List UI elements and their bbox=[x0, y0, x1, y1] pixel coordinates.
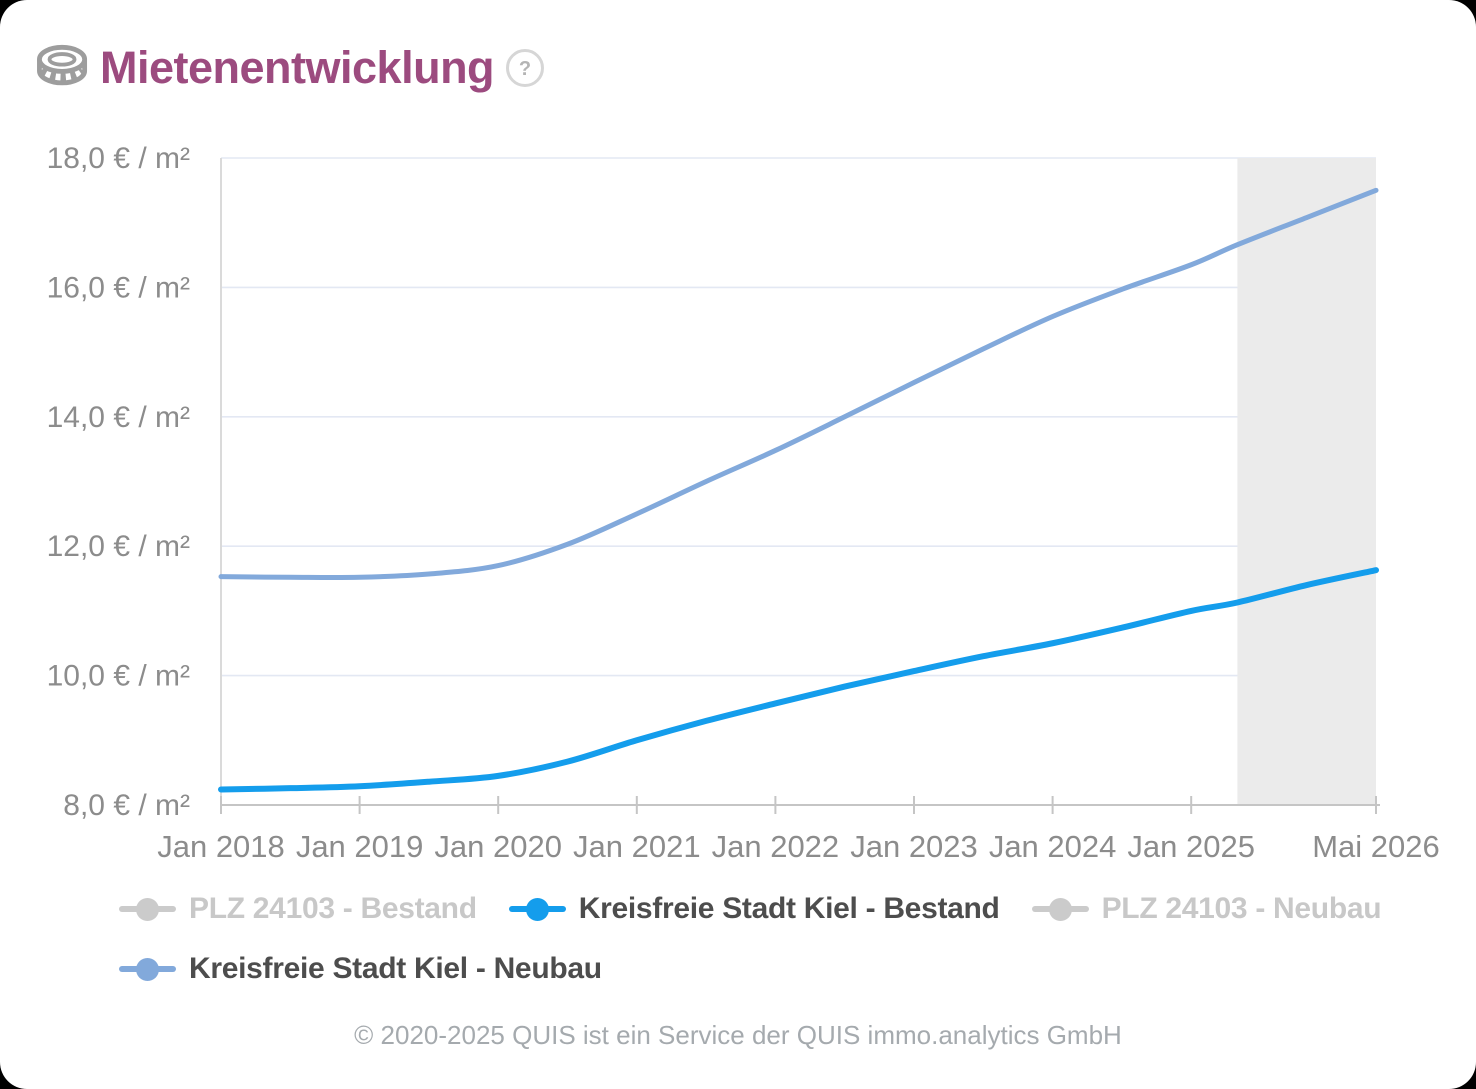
forecast-band bbox=[1237, 158, 1376, 805]
svg-text:16,0 € / m²: 16,0 € / m² bbox=[47, 271, 190, 304]
legend-marker bbox=[508, 894, 566, 924]
copyright-footer: © 2020-2025 QUIS ist ein Service der QUI… bbox=[354, 1020, 1122, 1050]
help-icon[interactable]: ? bbox=[505, 48, 545, 88]
legend-item-plz-24103-neubau[interactable]: PLZ 24103 - Neubau bbox=[1031, 892, 1382, 926]
chart-legend: PLZ 24103 - Bestand Kreisfreie Stadt Kiel… bbox=[119, 892, 1476, 1012]
svg-text:Jan 2025: Jan 2025 bbox=[1127, 829, 1255, 864]
svg-text:Mai 2026: Mai 2026 bbox=[1312, 829, 1440, 864]
chart-header: Mietenentwicklung ? bbox=[34, 42, 545, 94]
svg-text:?: ? bbox=[519, 58, 531, 80]
svg-text:10,0 € / m²: 10,0 € / m² bbox=[47, 660, 190, 693]
svg-text:Jan 2018: Jan 2018 bbox=[157, 829, 285, 864]
svg-text:Jan 2024: Jan 2024 bbox=[989, 829, 1117, 864]
legend-item-kreisfreie-stadt-kiel-bestand[interactable]: Kreisfreie Stadt Kiel - Bestand bbox=[508, 892, 1000, 926]
coin-icon bbox=[37, 44, 88, 86]
legend-row-1: PLZ 24103 - Bestand Kreisfreie Stadt Kiel… bbox=[119, 892, 1476, 926]
svg-text:Jan 2022: Jan 2022 bbox=[712, 829, 840, 864]
legend-marker bbox=[119, 894, 176, 924]
legend-item-kreisfreie-stadt-kiel-neubau[interactable]: Kreisfreie Stadt Kiel - Neubau bbox=[119, 952, 602, 986]
svg-text:8,0 € / m²: 8,0 € / m² bbox=[63, 789, 190, 822]
legend-row-2: Kreisfreie Stadt Kiel - Neubau bbox=[119, 952, 1476, 986]
series-line-kreisfreie-stadt-kiel-bestand bbox=[218, 567, 1379, 793]
svg-text:Jan 2021: Jan 2021 bbox=[573, 829, 701, 864]
svg-text:Jan 2023: Jan 2023 bbox=[850, 829, 978, 864]
page-title: Mietenentwicklung bbox=[100, 42, 495, 93]
series-line-kreisfreie-stadt-kiel-neubau bbox=[218, 187, 1379, 581]
legend-item-plz-24103-bestand[interactable]: PLZ 24103 - Bestand bbox=[119, 892, 477, 926]
legend-marker bbox=[119, 954, 176, 984]
svg-text:Jan 2019: Jan 2019 bbox=[296, 829, 424, 864]
svg-text:12,0 € / m²: 12,0 € / m² bbox=[47, 530, 190, 563]
svg-text:14,0 € / m²: 14,0 € / m² bbox=[47, 401, 190, 434]
legend-marker bbox=[1031, 894, 1089, 924]
svg-text:Jan 2020: Jan 2020 bbox=[434, 829, 562, 864]
svg-text:18,0 € / m²: 18,0 € / m² bbox=[47, 142, 190, 175]
